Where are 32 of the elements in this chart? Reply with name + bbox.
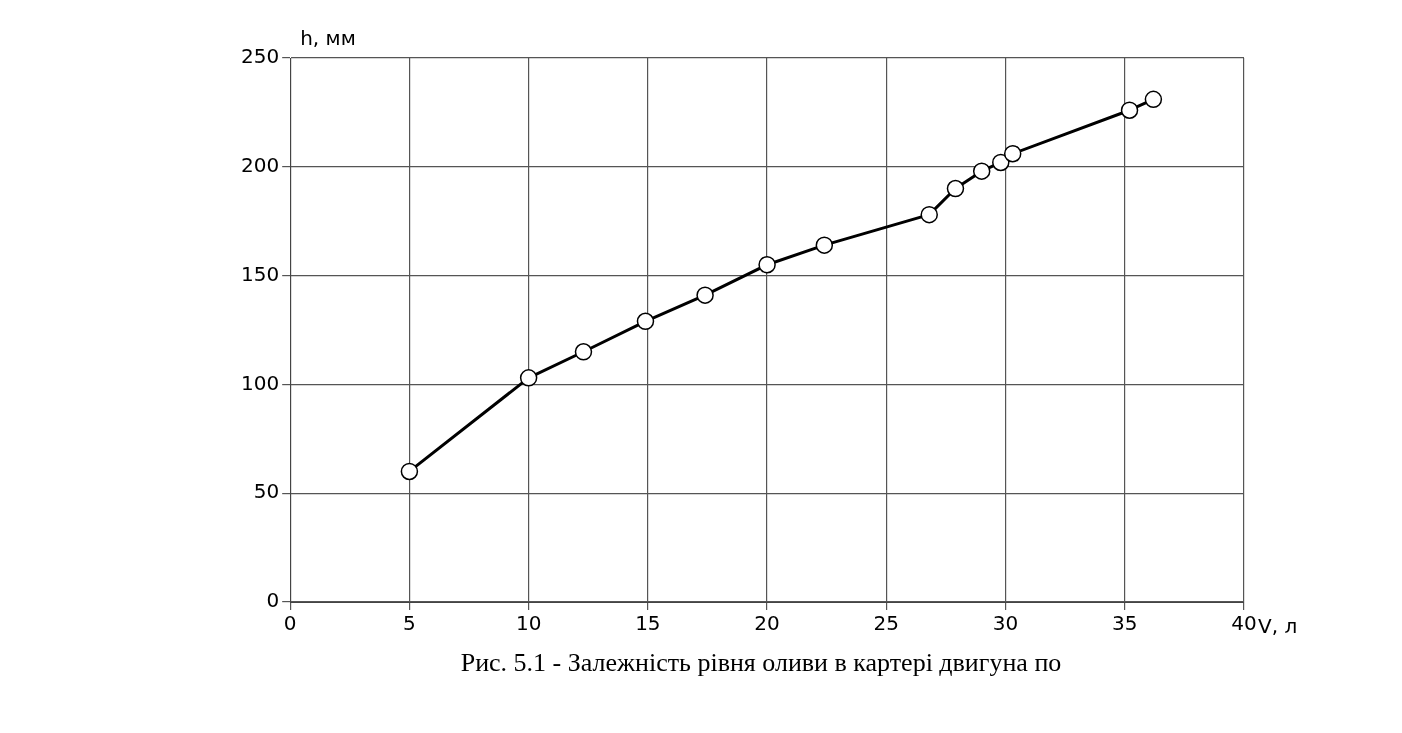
point	[1120, 101, 1139, 119]
point	[1003, 144, 1022, 163]
point	[815, 236, 834, 254]
x-tick-label: 5	[403, 611, 416, 636]
point	[519, 369, 538, 387]
x-tick-label: 35	[1112, 611, 1138, 636]
y-tick-label: 100	[240, 370, 280, 395]
x-tick-label: 30	[992, 611, 1019, 636]
y-tick-label: 200	[240, 153, 280, 177]
x-tick-label: 25	[873, 611, 900, 636]
y-axis-title: h, мм	[300, 26, 356, 51]
x-tick-label: 10	[515, 611, 542, 636]
y-tick-label: 50	[253, 479, 280, 504]
x-tick-label: 15	[635, 611, 661, 636]
x-tick-label: 0	[283, 611, 297, 636]
x-tick-label: 20	[754, 611, 780, 636]
point	[920, 205, 938, 224]
x-tick-label: 40	[1231, 611, 1257, 636]
y-tick-label: 150	[240, 261, 280, 286]
point	[400, 462, 419, 481]
point	[758, 255, 776, 274]
point	[636, 312, 655, 331]
point	[972, 162, 991, 180]
point	[574, 343, 593, 361]
point	[696, 286, 714, 304]
x-axis-title: V, л	[1258, 614, 1298, 639]
point	[1144, 90, 1163, 109]
y-tick-label: 0	[266, 588, 280, 613]
point	[946, 179, 965, 198]
y-tick-label: 250	[240, 44, 280, 69]
point	[992, 153, 1010, 172]
text: Рис. 5.1 - Залежність рівня оливи в картері двигуна по	[459, 648, 1063, 678]
